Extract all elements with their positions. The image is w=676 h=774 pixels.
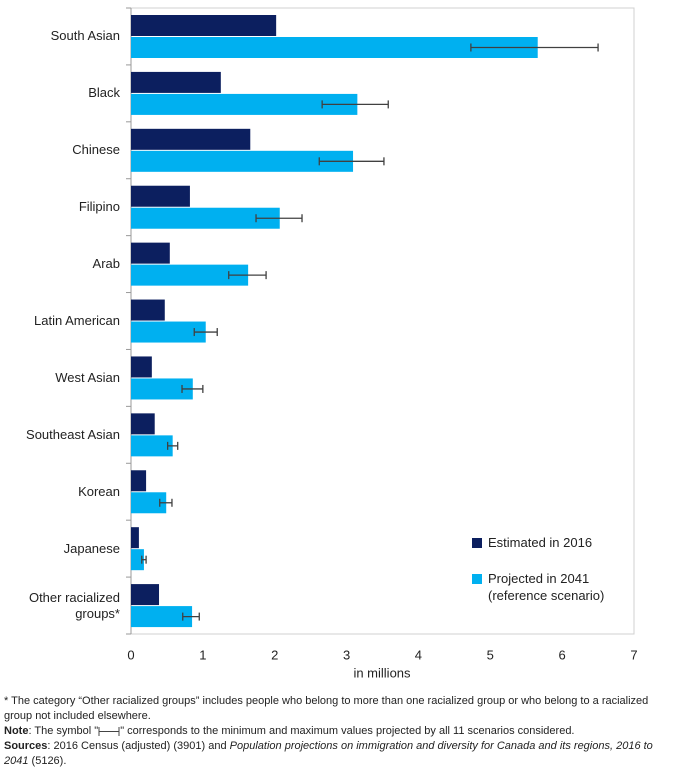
chart: 0 1 2 3 4 5 6 7 in millions [126,7,638,680]
note-text: : The symbol " [28,725,99,737]
bar [131,356,152,378]
category-label: Chinese [72,142,120,158]
x-tick-label: 1 [199,647,206,662]
category-label: Korean [78,483,120,499]
bar [131,264,249,286]
bar [131,128,251,150]
category-label: Southeast Asian [26,426,120,442]
legend-swatch [472,538,482,548]
bar [131,15,277,36]
category-label: Other racialized groups* [28,589,120,621]
x-axis-label: in millions [353,665,411,680]
bar [131,71,221,93]
bar [131,150,354,172]
legend-label: Projected in 2041 (reference scenario) [488,571,605,603]
x-tick-label: 4 [415,647,422,662]
x-tick-label: 0 [127,647,134,662]
bar [131,606,193,628]
bar [131,321,206,343]
category-label: Latin American [34,313,120,328]
bar [131,93,358,115]
x-tick-label: 7 [630,647,637,662]
x-tick-label: 3 [343,647,350,662]
bar [131,37,538,58]
sources-label: Sources [4,740,48,752]
category-label: West Asian [55,369,120,385]
bar [131,299,165,321]
sources-title: Population projections on immigration an… [4,740,653,767]
bar [131,549,144,571]
x-tick-label: 6 [559,647,566,662]
category-label: Black [88,85,120,101]
bar [131,470,147,492]
bar [131,435,173,457]
note-text: " corresponds to the minimum and maximum… [120,725,575,737]
error-symbol [98,726,120,736]
category-label: Arab [92,256,120,272]
bar [131,242,170,264]
notes: * The category “Other racialized groups”… [4,694,672,769]
bar [131,492,167,514]
x-tick-label: 5 [487,647,494,662]
bar [131,413,155,435]
bar [131,584,160,606]
category-label: South Asian [50,28,120,44]
sources: Sources: 2016 Census (adjusted) (3901) a… [4,739,672,769]
note-label: Note [4,725,29,737]
note: Note: The symbol " " corresponds to the m… [4,724,672,739]
category-label: Filipino [78,199,120,215]
legend-label: Estimated in 2016 [488,535,593,550]
bar [131,527,139,549]
legend-swatch [472,574,482,584]
bar [131,207,280,229]
category-label: Japanese [63,540,120,556]
sources-text: : 2016 Census (adjusted) (3901) and [47,740,230,752]
footnote: * The category “Other racialized groups”… [4,695,649,722]
bar [131,378,193,400]
x-tick-label: 2 [271,647,278,662]
sources-text: (5126). [28,755,67,767]
bar [131,185,190,207]
